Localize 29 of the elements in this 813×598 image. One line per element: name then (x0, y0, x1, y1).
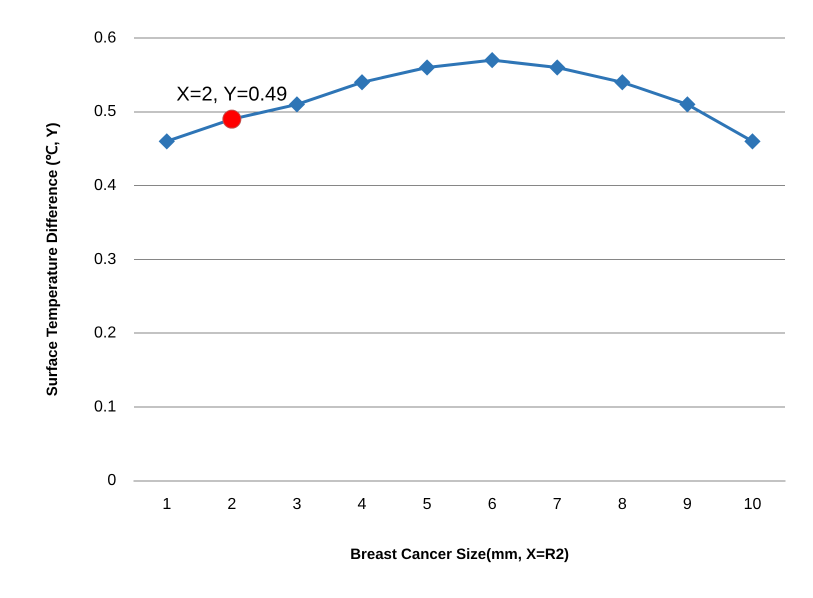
x-tick-label: 6 (488, 496, 497, 513)
annotation: X=2, Y=0.49 (176, 84, 288, 106)
point (484, 52, 500, 68)
y-axis-title: Surface Temperature Difference (℃, Y) (44, 122, 62, 396)
y-tick-label: 0.4 (94, 177, 116, 194)
x-tick-label: 1 (162, 496, 172, 513)
point (680, 96, 695, 112)
x-tick-label: 7 (552, 496, 562, 513)
point (550, 60, 565, 76)
point (354, 74, 370, 90)
y-tick-label: 0.2 (94, 324, 116, 342)
x-tick-label: 8 (618, 496, 627, 513)
x-tick-label: 2 (227, 496, 236, 513)
y-tick-label: 0.5 (94, 103, 116, 120)
y-tick-label: 0.3 (94, 250, 116, 268)
x-tick-label: 9 (682, 496, 692, 513)
y-tick-label: 0.1 (94, 398, 116, 416)
point (289, 96, 304, 112)
point (159, 134, 174, 149)
point (614, 74, 630, 90)
x-tick-label: 10 (744, 496, 762, 513)
y-tick-label: 0 (107, 472, 116, 490)
x-axis-title: Breast Cancer Size(mm, X=R2) (350, 546, 570, 564)
x-tick-label: 5 (422, 496, 432, 513)
y-tick-label: 0.6 (94, 29, 116, 46)
x-tick-label: 3 (292, 496, 302, 513)
point (420, 60, 435, 76)
point (744, 134, 760, 149)
x-tick-label: 4 (358, 496, 367, 513)
